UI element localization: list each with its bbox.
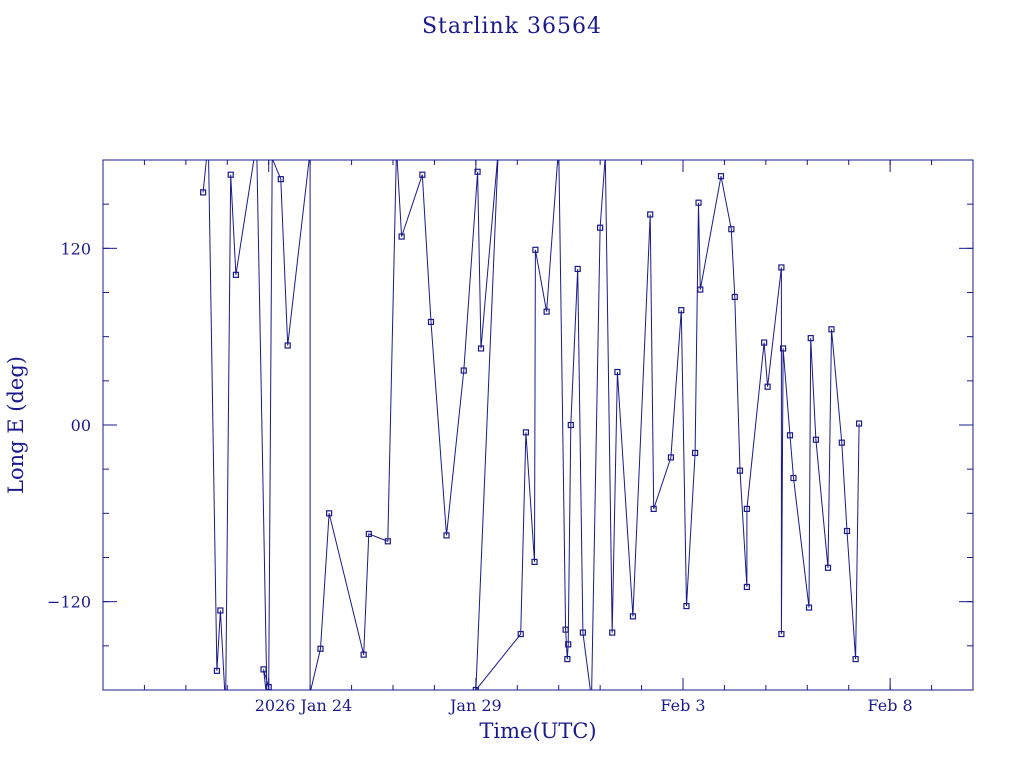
data-point <box>667 454 675 461</box>
data-point <box>217 607 224 614</box>
data-point <box>532 246 539 253</box>
data-point <box>522 429 530 436</box>
data-point <box>574 265 581 273</box>
data-point <box>778 264 785 271</box>
plot-border <box>102 159 974 691</box>
x-axis-label: Time(UTC) <box>479 719 596 743</box>
plot-frame <box>102 159 974 691</box>
data-point <box>562 626 569 633</box>
data-point <box>360 651 367 658</box>
data-point <box>460 367 467 374</box>
data-point <box>786 432 794 439</box>
data-point <box>683 602 690 610</box>
data-point <box>443 532 450 539</box>
y-tick-label: 00 <box>71 416 91 435</box>
data-point <box>761 339 768 346</box>
data-point <box>472 686 479 690</box>
axis-ticks: 2026 Jan 24 Jan 29 Feb 3 Feb 8 120 00 −120 <box>47 159 974 715</box>
data-point <box>609 629 616 636</box>
data-point <box>697 286 704 293</box>
data-point <box>629 613 637 620</box>
data-point <box>843 527 851 535</box>
data-point <box>805 604 813 611</box>
data-point <box>736 467 744 474</box>
data-point <box>678 307 685 314</box>
data-point <box>852 655 859 663</box>
data-point <box>531 558 538 566</box>
data-point <box>855 420 863 427</box>
data-point <box>731 293 738 301</box>
data-point <box>277 176 284 183</box>
markers-layer <box>200 168 863 690</box>
data-point <box>807 335 814 342</box>
series-layer <box>202 160 860 690</box>
data-point <box>365 530 372 538</box>
data-point <box>398 233 405 240</box>
data-point <box>326 510 333 517</box>
y-tick-label: 120 <box>60 239 91 258</box>
data-point <box>824 564 832 571</box>
series-line <box>202 160 860 690</box>
data-point <box>778 630 785 638</box>
data-point <box>764 383 771 390</box>
data-point <box>227 171 234 178</box>
chart-title: Starlink 36564 <box>421 14 603 39</box>
data-point <box>384 538 391 545</box>
data-point <box>790 474 797 482</box>
data-point <box>284 342 291 349</box>
data-point <box>650 505 657 513</box>
data-point <box>419 171 426 178</box>
data-point <box>691 449 699 457</box>
data-point <box>597 224 604 231</box>
data-point <box>543 308 550 315</box>
data-point <box>828 326 835 333</box>
data-point <box>477 345 485 352</box>
data-point <box>564 655 571 663</box>
data-point <box>780 345 787 352</box>
data-point <box>695 199 702 206</box>
data-point <box>232 271 240 278</box>
data-point <box>812 436 820 443</box>
data-point <box>565 641 572 648</box>
data-point <box>427 318 435 326</box>
data-point <box>614 368 621 376</box>
x-tick-label: 2026 Jan 24 <box>255 696 353 715</box>
data-point <box>474 168 481 175</box>
x-tick-label: Jan 29 <box>448 696 502 715</box>
data-point <box>265 683 272 690</box>
data-point <box>200 189 207 196</box>
data-point <box>579 629 586 636</box>
data-point <box>567 421 574 429</box>
x-tick-label: Feb 3 <box>660 696 705 715</box>
y-tick-label: −120 <box>47 593 91 612</box>
data-point <box>213 667 221 674</box>
data-point <box>317 645 324 652</box>
x-tick-label: Feb 8 <box>868 696 913 715</box>
data-point <box>838 439 845 446</box>
y-axis-label: Long E (deg) <box>4 356 28 494</box>
data-point <box>717 173 725 180</box>
data-point <box>728 226 735 233</box>
data-point <box>743 583 750 591</box>
data-point <box>260 666 267 673</box>
data-point <box>647 211 654 218</box>
data-point <box>517 630 524 638</box>
data-point <box>743 505 750 513</box>
